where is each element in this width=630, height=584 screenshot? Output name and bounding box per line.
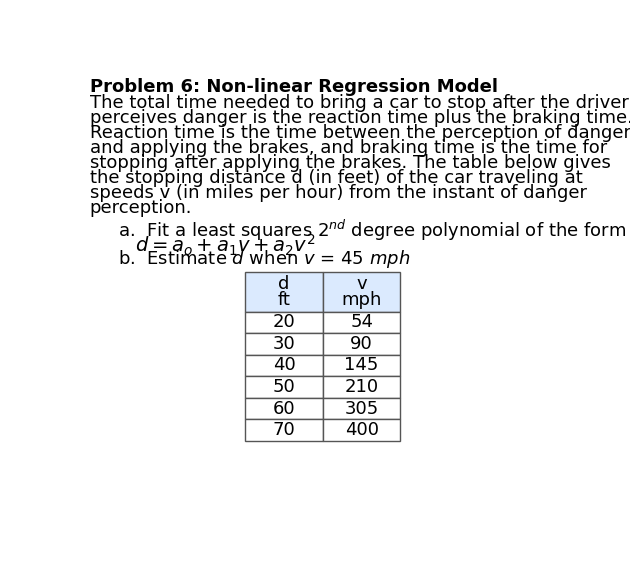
Text: ft: ft <box>278 291 290 310</box>
Text: d: d <box>278 274 290 293</box>
Bar <box>245 419 323 441</box>
Bar <box>323 419 401 441</box>
Text: mph: mph <box>341 291 382 310</box>
Text: 60: 60 <box>273 399 295 418</box>
Text: 40: 40 <box>273 356 295 374</box>
Text: the stopping distance d (in feet) of the car traveling at: the stopping distance d (in feet) of the… <box>89 169 582 187</box>
Text: 54: 54 <box>350 314 373 331</box>
Bar <box>245 376 323 398</box>
Text: 90: 90 <box>350 335 373 353</box>
Bar <box>323 354 401 376</box>
Bar <box>323 376 401 398</box>
Text: $d = a_o + a_1v + a_2v^2$: $d = a_o + a_1v + a_2v^2$ <box>135 232 315 258</box>
Text: Problem 6: Non-linear Regression Model: Problem 6: Non-linear Regression Model <box>89 78 498 96</box>
Text: 30: 30 <box>273 335 295 353</box>
Bar <box>245 333 323 354</box>
Text: 400: 400 <box>345 421 379 439</box>
Text: 70: 70 <box>273 421 295 439</box>
Bar <box>323 312 401 333</box>
Bar <box>245 312 323 333</box>
Bar <box>245 272 323 312</box>
Text: a.  Fit a least squares 2$^{nd}$ degree polynomial of the form: a. Fit a least squares 2$^{nd}$ degree p… <box>118 217 626 243</box>
Text: 210: 210 <box>345 378 379 396</box>
Bar <box>323 398 401 419</box>
Bar <box>323 333 401 354</box>
Text: 145: 145 <box>345 356 379 374</box>
Text: 305: 305 <box>345 399 379 418</box>
Text: and applying the brakes, and braking time is the time for: and applying the brakes, and braking tim… <box>89 140 607 157</box>
Text: perception.: perception. <box>89 199 192 217</box>
Text: 20: 20 <box>273 314 295 331</box>
Text: b.  Estimate $d$ when $v$ = 45 $mph$: b. Estimate $d$ when $v$ = 45 $mph$ <box>118 248 410 270</box>
Text: 50: 50 <box>273 378 295 396</box>
Bar <box>245 398 323 419</box>
Bar <box>323 272 401 312</box>
Bar <box>245 354 323 376</box>
Text: The total time needed to bring a car to stop after the driver: The total time needed to bring a car to … <box>89 94 629 112</box>
Text: v: v <box>357 274 367 293</box>
Text: stopping after applying the brakes. The table below gives: stopping after applying the brakes. The … <box>89 154 610 172</box>
Text: speeds v (in miles per hour) from the instant of danger: speeds v (in miles per hour) from the in… <box>89 185 587 203</box>
Text: Reaction time is the time between the perception of danger: Reaction time is the time between the pe… <box>89 124 630 142</box>
Text: perceives danger is the reaction time plus the braking time.: perceives danger is the reaction time pl… <box>89 109 630 127</box>
